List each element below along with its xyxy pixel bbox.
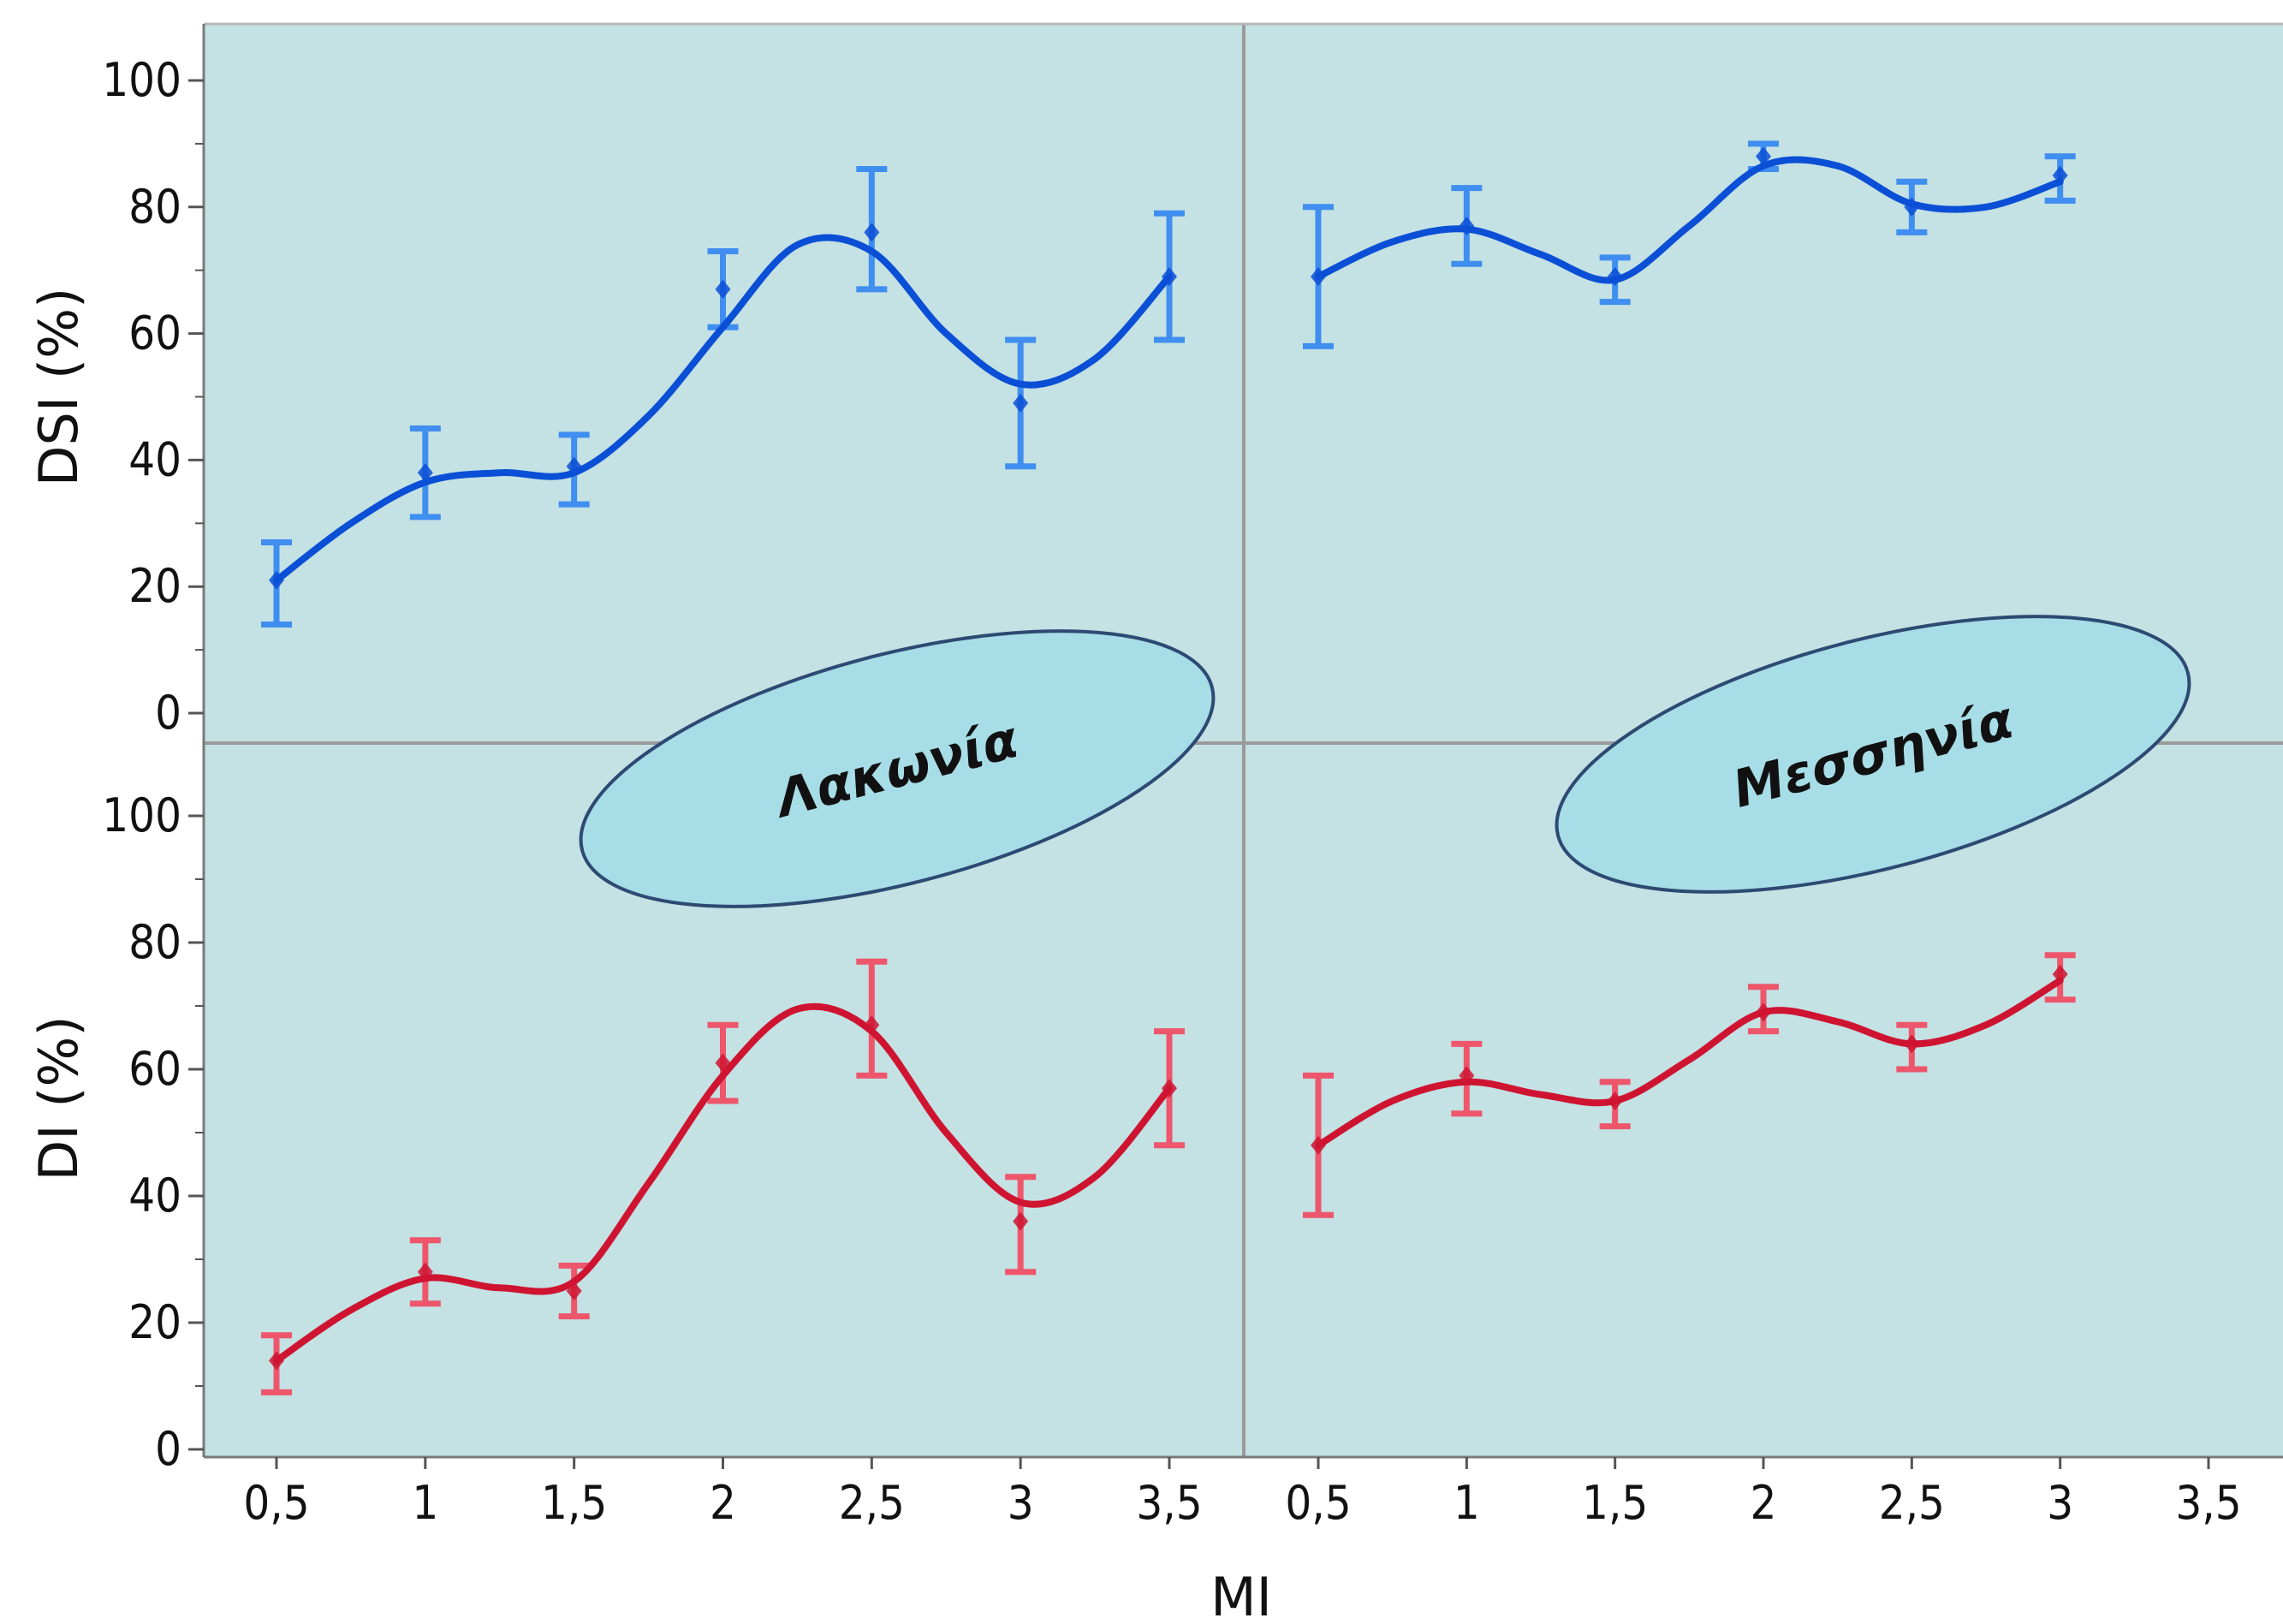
data-point-di-lakonia-4 bbox=[864, 1015, 880, 1035]
data-point-dsi-lakonia-4 bbox=[864, 223, 880, 242]
data-point-dsi-lakonia-2 bbox=[566, 456, 582, 476]
data-point-dsi-messinia-2 bbox=[1607, 267, 1623, 287]
y-tick-label: 20 bbox=[128, 559, 181, 613]
data-point-di-lakonia-0 bbox=[269, 1351, 284, 1371]
y-tick-label: 80 bbox=[128, 180, 181, 234]
smooth-line-dsi-lakonia bbox=[273, 234, 1173, 584]
data-point-di-lakonia-6 bbox=[1162, 1079, 1177, 1098]
y-tick-label: 20 bbox=[128, 1295, 181, 1349]
y-tick-label: 0 bbox=[155, 1422, 181, 1476]
data-point-di-lakonia-1 bbox=[417, 1262, 433, 1282]
data-point-dsi-lakonia-0 bbox=[269, 570, 284, 590]
y-axis-title-di: DI (%) bbox=[27, 1015, 90, 1181]
data-point-dsi-messinia-5 bbox=[2052, 165, 2068, 185]
data-point-di-messinia-5 bbox=[2052, 965, 2068, 984]
x-tick-label: 2,5 bbox=[839, 1476, 905, 1530]
y-axis-title-dsi: DSI (%) bbox=[27, 288, 90, 486]
x-tick-label: 3,5 bbox=[2175, 1476, 2241, 1530]
y-tick-label: 0 bbox=[155, 686, 181, 740]
y-tick-label: 40 bbox=[128, 1169, 181, 1222]
x-tick-label: 1 bbox=[412, 1476, 438, 1530]
x-tick-label: 0,5 bbox=[1285, 1476, 1351, 1530]
data-point-dsi-lakonia-6 bbox=[1162, 267, 1177, 287]
panel-background-r0-c0 bbox=[204, 24, 1244, 743]
region-ellipse bbox=[579, 629, 1216, 908]
smooth-line-dsi-messinia bbox=[1315, 156, 2064, 284]
y-tick-label: 100 bbox=[102, 53, 181, 107]
data-point-dsi-messinia-4 bbox=[1904, 197, 1920, 217]
y-tick-label: 40 bbox=[128, 432, 181, 486]
x-tick-label: 1,5 bbox=[1582, 1476, 1648, 1530]
y-tick-label: 80 bbox=[128, 915, 181, 969]
data-point-dsi-messinia-3 bbox=[1756, 146, 1771, 166]
y-tick-label: 60 bbox=[128, 1042, 181, 1096]
x-tick-label: 3,5 bbox=[1136, 1476, 1202, 1530]
smooth-line-di-messinia bbox=[1315, 977, 2064, 1149]
x-tick-label: 1 bbox=[1454, 1476, 1480, 1530]
region-callout-messinia: Μεσσηνία bbox=[1555, 615, 2191, 894]
data-point-di-messinia-0 bbox=[1311, 1135, 1326, 1155]
data-point-di-messinia-1 bbox=[1459, 1066, 1475, 1086]
data-point-dsi-lakonia-3 bbox=[715, 279, 731, 299]
x-tick-label: 0,5 bbox=[243, 1476, 309, 1530]
data-point-di-lakonia-2 bbox=[566, 1282, 582, 1300]
x-tick-label: 1,5 bbox=[541, 1476, 607, 1530]
region-ellipse bbox=[1555, 615, 2191, 894]
data-point-di-messinia-2 bbox=[1607, 1092, 1623, 1110]
data-point-di-messinia-3 bbox=[1756, 1002, 1771, 1022]
region-callout-lakonia: Λακωνία bbox=[579, 629, 1216, 908]
y-tick-label: 100 bbox=[102, 788, 181, 842]
x-tick-label: 2 bbox=[1751, 1476, 1777, 1530]
data-point-dsi-messinia-1 bbox=[1459, 216, 1475, 235]
y-tick-label: 60 bbox=[128, 306, 181, 360]
x-tick-label: 2 bbox=[710, 1476, 736, 1530]
smooth-line-di-lakonia bbox=[273, 1002, 1173, 1365]
data-point-dsi-lakonia-5 bbox=[1013, 393, 1029, 413]
x-axis-title: MI bbox=[1210, 1566, 1272, 1624]
x-tick-label: 2,5 bbox=[1879, 1476, 1945, 1530]
x-tick-label: 3 bbox=[2047, 1476, 2073, 1530]
data-point-di-lakonia-3 bbox=[715, 1053, 731, 1073]
data-point-dsi-messinia-0 bbox=[1311, 267, 1326, 287]
data-point-di-messinia-4 bbox=[1904, 1034, 1920, 1054]
x-tick-label: 3 bbox=[1008, 1476, 1034, 1530]
data-point-dsi-lakonia-1 bbox=[417, 463, 433, 483]
data-point-di-lakonia-5 bbox=[1013, 1211, 1029, 1231]
